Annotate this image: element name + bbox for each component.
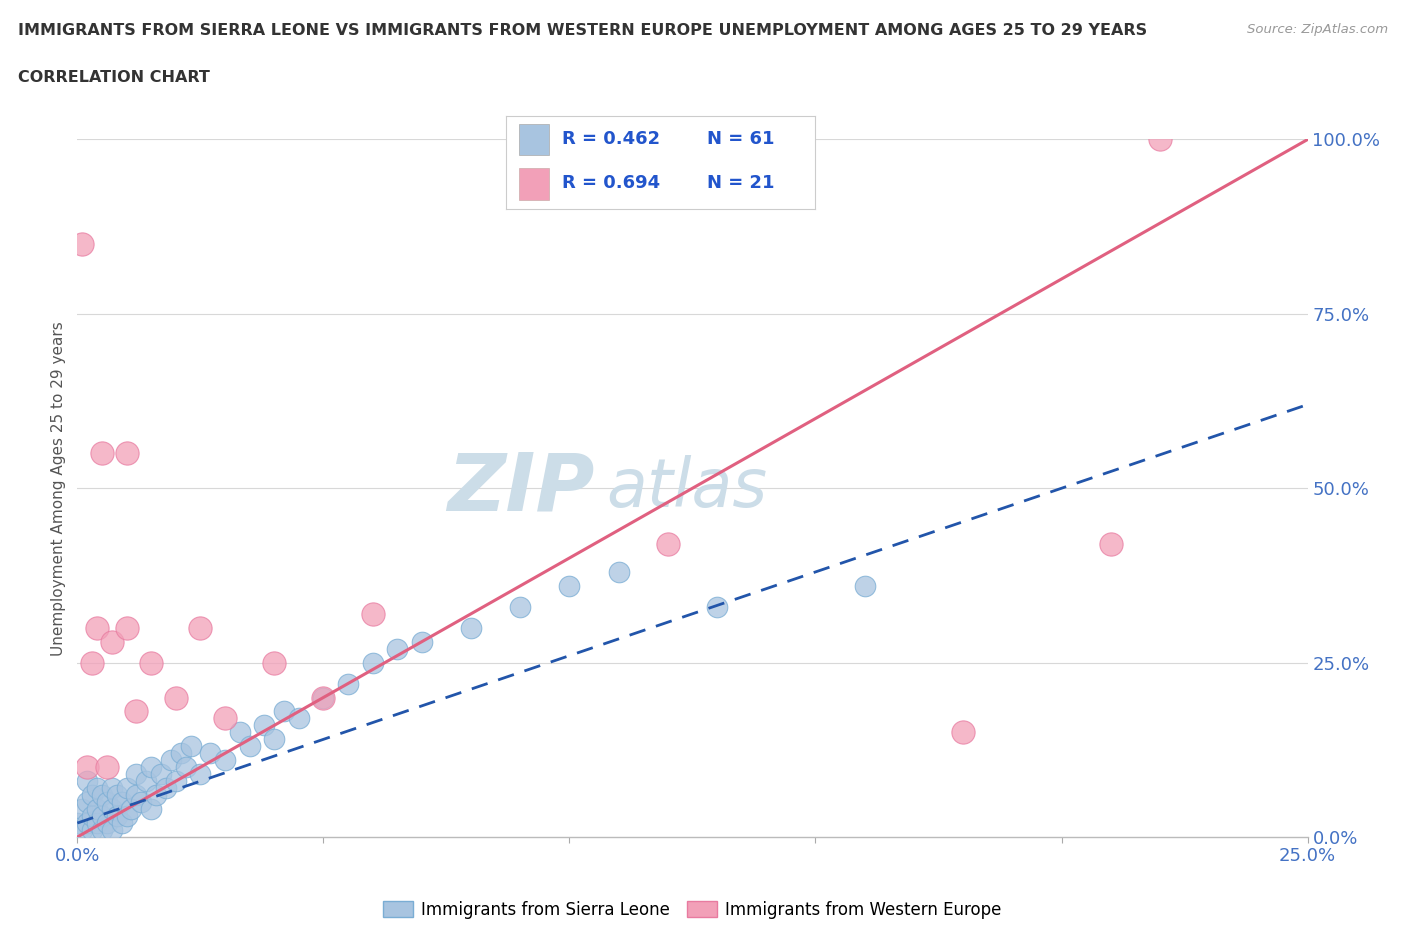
- Legend: Immigrants from Sierra Leone, Immigrants from Western Europe: Immigrants from Sierra Leone, Immigrants…: [377, 894, 1008, 925]
- Point: [239, 738, 262, 753]
- Point: [96, 794, 118, 809]
- Point: [312, 690, 335, 705]
- Point: [115, 781, 138, 796]
- Point: [101, 802, 124, 817]
- Point: [90, 823, 114, 838]
- Point: [131, 794, 153, 809]
- Point: [82, 788, 104, 803]
- Point: [86, 781, 108, 796]
- Point: [141, 760, 163, 775]
- Point: [96, 816, 118, 830]
- Point: [76, 794, 98, 809]
- Point: [253, 718, 276, 733]
- Point: [170, 746, 193, 761]
- Point: [214, 753, 236, 768]
- Point: [361, 656, 384, 671]
- Point: [150, 766, 173, 781]
- Point: [706, 600, 728, 615]
- Point: [200, 746, 222, 761]
- Point: [190, 766, 212, 781]
- Point: [214, 711, 236, 725]
- Point: [115, 445, 138, 460]
- Point: [125, 766, 148, 781]
- Point: [180, 738, 202, 753]
- Point: [125, 788, 148, 803]
- Point: [76, 774, 98, 789]
- Point: [82, 809, 104, 824]
- Point: [121, 802, 143, 817]
- Y-axis label: Unemployment Among Ages 25 to 29 years: Unemployment Among Ages 25 to 29 years: [51, 321, 66, 656]
- Point: [70, 823, 93, 838]
- Point: [273, 704, 295, 719]
- Text: N = 21: N = 21: [707, 174, 775, 193]
- Point: [86, 802, 108, 817]
- Text: IMMIGRANTS FROM SIERRA LEONE VS IMMIGRANTS FROM WESTERN EUROPE UNEMPLOYMENT AMON: IMMIGRANTS FROM SIERRA LEONE VS IMMIGRAN…: [18, 23, 1147, 38]
- Point: [190, 620, 212, 635]
- Point: [141, 802, 163, 817]
- Point: [165, 774, 187, 789]
- Text: Source: ZipAtlas.com: Source: ZipAtlas.com: [1247, 23, 1388, 36]
- Point: [657, 537, 679, 551]
- Point: [1099, 537, 1122, 551]
- Point: [82, 656, 104, 671]
- Point: [263, 656, 285, 671]
- Point: [86, 816, 108, 830]
- Point: [607, 565, 630, 579]
- Point: [90, 445, 114, 460]
- FancyBboxPatch shape: [519, 168, 550, 200]
- Point: [105, 809, 128, 824]
- Point: [337, 676, 360, 691]
- Point: [101, 781, 124, 796]
- Point: [141, 656, 163, 671]
- Point: [115, 809, 138, 824]
- Point: [76, 760, 98, 775]
- Text: ZIP: ZIP: [447, 449, 595, 527]
- Point: [558, 578, 581, 593]
- Point: [82, 823, 104, 838]
- Text: N = 61: N = 61: [707, 130, 775, 149]
- Point: [1149, 132, 1171, 147]
- Point: [411, 634, 433, 649]
- Point: [66, 816, 89, 830]
- Point: [387, 642, 409, 657]
- Point: [952, 725, 974, 740]
- Point: [70, 802, 93, 817]
- Point: [460, 620, 482, 635]
- Point: [509, 600, 531, 615]
- Point: [263, 732, 285, 747]
- Point: [90, 809, 114, 824]
- Point: [165, 690, 187, 705]
- FancyBboxPatch shape: [519, 124, 550, 155]
- Point: [312, 690, 335, 705]
- Point: [101, 634, 124, 649]
- Point: [160, 753, 183, 768]
- Point: [155, 781, 177, 796]
- Text: CORRELATION CHART: CORRELATION CHART: [18, 70, 209, 85]
- Text: R = 0.462: R = 0.462: [562, 130, 659, 149]
- Point: [125, 704, 148, 719]
- Point: [115, 620, 138, 635]
- Point: [174, 760, 197, 775]
- Point: [111, 794, 132, 809]
- Point: [229, 725, 252, 740]
- Point: [90, 788, 114, 803]
- Point: [86, 620, 108, 635]
- Point: [111, 816, 132, 830]
- Point: [70, 237, 93, 252]
- Text: atlas: atlas: [606, 456, 768, 521]
- Point: [105, 788, 128, 803]
- Point: [76, 816, 98, 830]
- Point: [361, 606, 384, 621]
- Point: [288, 711, 311, 725]
- Point: [101, 823, 124, 838]
- Point: [145, 788, 167, 803]
- Point: [853, 578, 876, 593]
- Point: [96, 760, 118, 775]
- Point: [135, 774, 157, 789]
- Text: R = 0.694: R = 0.694: [562, 174, 659, 193]
